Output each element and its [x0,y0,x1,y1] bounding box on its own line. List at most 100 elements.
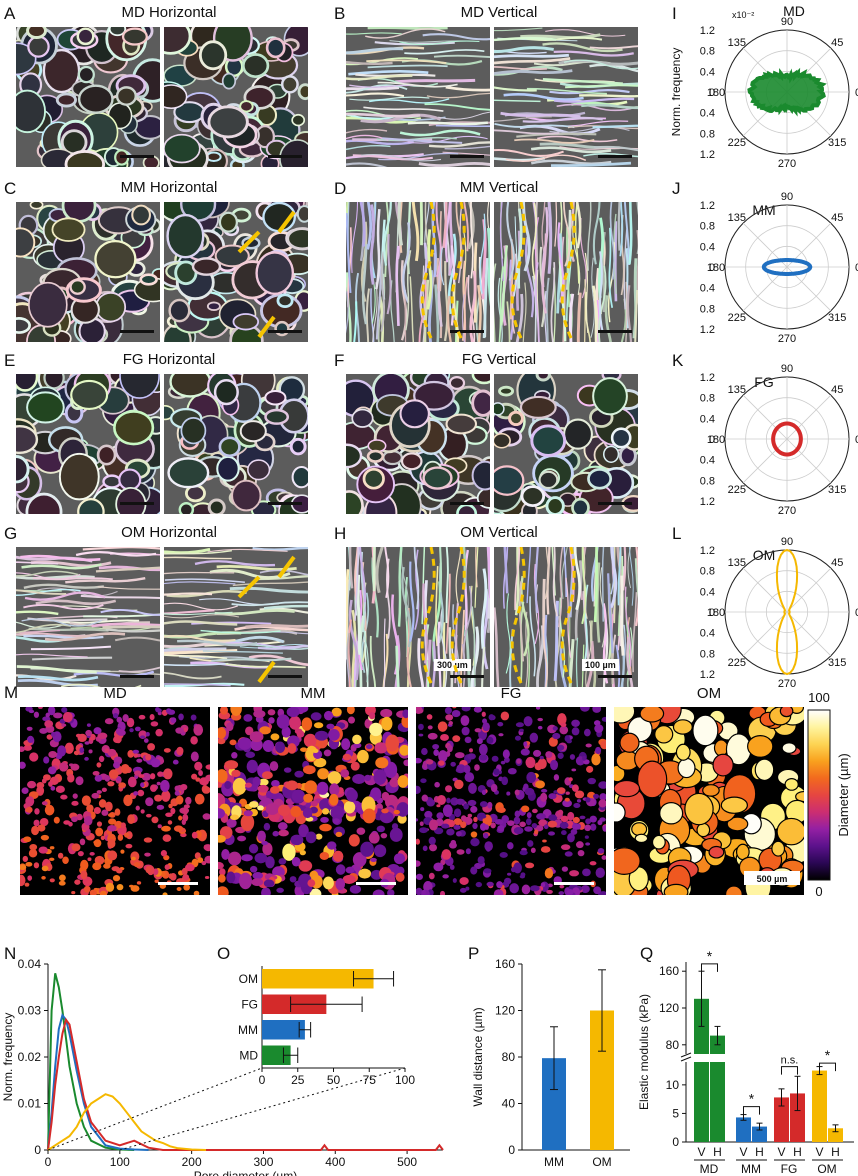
polar-radial-tick: 0.8 [700,648,715,660]
map-title-FG: FG [500,685,522,702]
scale-bar-B-2 [598,155,632,158]
polar-radial-tick: 0.8 [700,221,715,233]
scale-bar-E-1 [120,502,154,505]
o-xtick: 100 [395,1073,415,1087]
o-xtick: 0 [259,1073,266,1087]
polar-angle-label: 225 [728,137,746,149]
polar-radial-tick: 0.4 [700,108,715,120]
sem-image-D-1 [346,202,490,342]
polar-angle-label: 45 [831,557,843,569]
panel-title-D: MM Vertical [459,179,539,196]
sem-image-E-1 [16,374,160,514]
o-category: FG [241,997,258,1011]
sem-image-G-2 [164,547,308,687]
panel-letter-K: K [672,351,684,370]
polar-angle-label: 315 [828,657,846,669]
panel-title-E: FG Horizontal [122,351,216,368]
scale-bar-F-2 [598,502,632,505]
sem-image-C-1 [16,202,160,342]
diameter-colorbar: 100 0 Diameter (µm) [807,690,851,899]
n-xtick: 500 [397,1155,417,1169]
scale-bar-G-1 [120,675,154,678]
q-ytick: 10 [666,1078,680,1092]
polar-angle-label: 90 [781,536,793,548]
panel-letter-F: F [334,351,345,370]
map-title-MD: MD [103,685,127,702]
polar-ylabel: Norm. frequency [672,48,683,137]
polar-radial-tick: 1.2 [700,149,715,161]
q-bar-label: V [815,1145,823,1159]
polar-radial-tick: 0.8 [700,46,715,58]
q-bar-label: H [713,1145,722,1159]
polar-radial-tick: 0.4 [700,628,715,640]
sem-image-A-1 [16,27,160,167]
svg-text:100: 100 [808,690,830,705]
polar-radial-tick: 0.4 [700,586,715,598]
panel-letter-D: D [334,179,347,198]
polar-radial-tick: 0.8 [700,303,715,315]
q-bar-label: H [755,1145,764,1159]
polar-radial-tick: 0.8 [700,566,715,578]
polar-angle-label: 0 [855,87,858,99]
q-ytick: 160 [659,964,679,978]
polar-angle-label: 90 [781,363,793,375]
polar-angle-label: 0 [855,434,858,446]
polar-radial-tick: 0.4 [700,413,715,425]
p-ytick: 40 [502,1097,516,1111]
scale-bar-G-2 [268,675,302,678]
o-category: OM [239,972,258,986]
panel-letter-I: I [672,4,677,23]
q-bar-label: V [739,1145,747,1159]
polar-radial-tick: 0.4 [700,283,715,295]
p-category: MM [544,1155,564,1169]
panel-letter-E: E [4,351,16,370]
arrow-marks-C [237,210,296,339]
n-ylabel: Norm. frequency [1,1013,15,1102]
polar-group-label-I: MD [783,3,805,19]
polar-angle-label: 135 [728,37,746,49]
q-ytick: 120 [659,1001,679,1015]
q-bar-MM-H [752,1126,767,1142]
panel-letter-N: N [4,944,17,963]
p-ytick: 120 [495,1004,515,1018]
polar-group-label-L: OM [753,547,776,563]
n-series-MD [47,973,135,1151]
n-ytick: 0 [34,1143,41,1157]
q-group-label: MD [700,1162,719,1176]
polar-angle-label: 315 [828,137,846,149]
orientation-polar-I: MD x10⁻² 90 45 0 315 270 225 180 135 1.2 0.8 0.4 0 0.4… [672,3,858,170]
polar-angle-label: 135 [728,557,746,569]
n-series-FG [47,1017,444,1151]
polar-radial-tick: 0 [709,262,715,274]
scale-bar-D-2 [598,330,632,333]
orientation-polar-L: OM 90 45 0 315 270 225 180 135 1.2 0.8 0.4 0 0.4 0.8 1.… [700,536,858,690]
o-bar-MM [262,1020,305,1040]
scale-bar-H-1 [450,675,484,678]
polar-angle-label: 90 [781,191,793,203]
n-ytick: 0.01 [18,1097,42,1111]
polar-angle-label: 270 [778,158,796,170]
panel-letter-Q: Q [640,944,654,963]
map-title-OM: OM [696,685,722,702]
scale-bar-A-1 [120,155,154,158]
o-category: MM [238,1023,258,1037]
diameter-map-OM: 500 µm [614,707,804,895]
polar-angle-label: 45 [831,37,843,49]
svg-text:Diameter (µm): Diameter (µm) [836,753,851,836]
q-significance: * [749,1091,755,1107]
scale-label-H-2: 100 µm [582,659,619,671]
polar-angle-label: 270 [778,678,796,690]
scale-bar-D-1 [450,330,484,333]
q-bar-MD-V [694,998,709,1142]
wall-trace-D [420,202,576,342]
polar-angle-label: 0 [855,262,858,274]
panel-letter-C: C [4,179,17,198]
q-bar-label: V [697,1145,705,1159]
polar-radial-tick: 1.2 [700,496,715,508]
polar-exponent: x10⁻² [732,10,754,20]
sem-image-B-1 [346,27,490,167]
p-ytick: 0 [508,1143,515,1157]
q-group-label: MM [741,1162,761,1176]
polar-distribution-I [747,67,827,117]
polar-angle-label: 180 [707,434,725,446]
